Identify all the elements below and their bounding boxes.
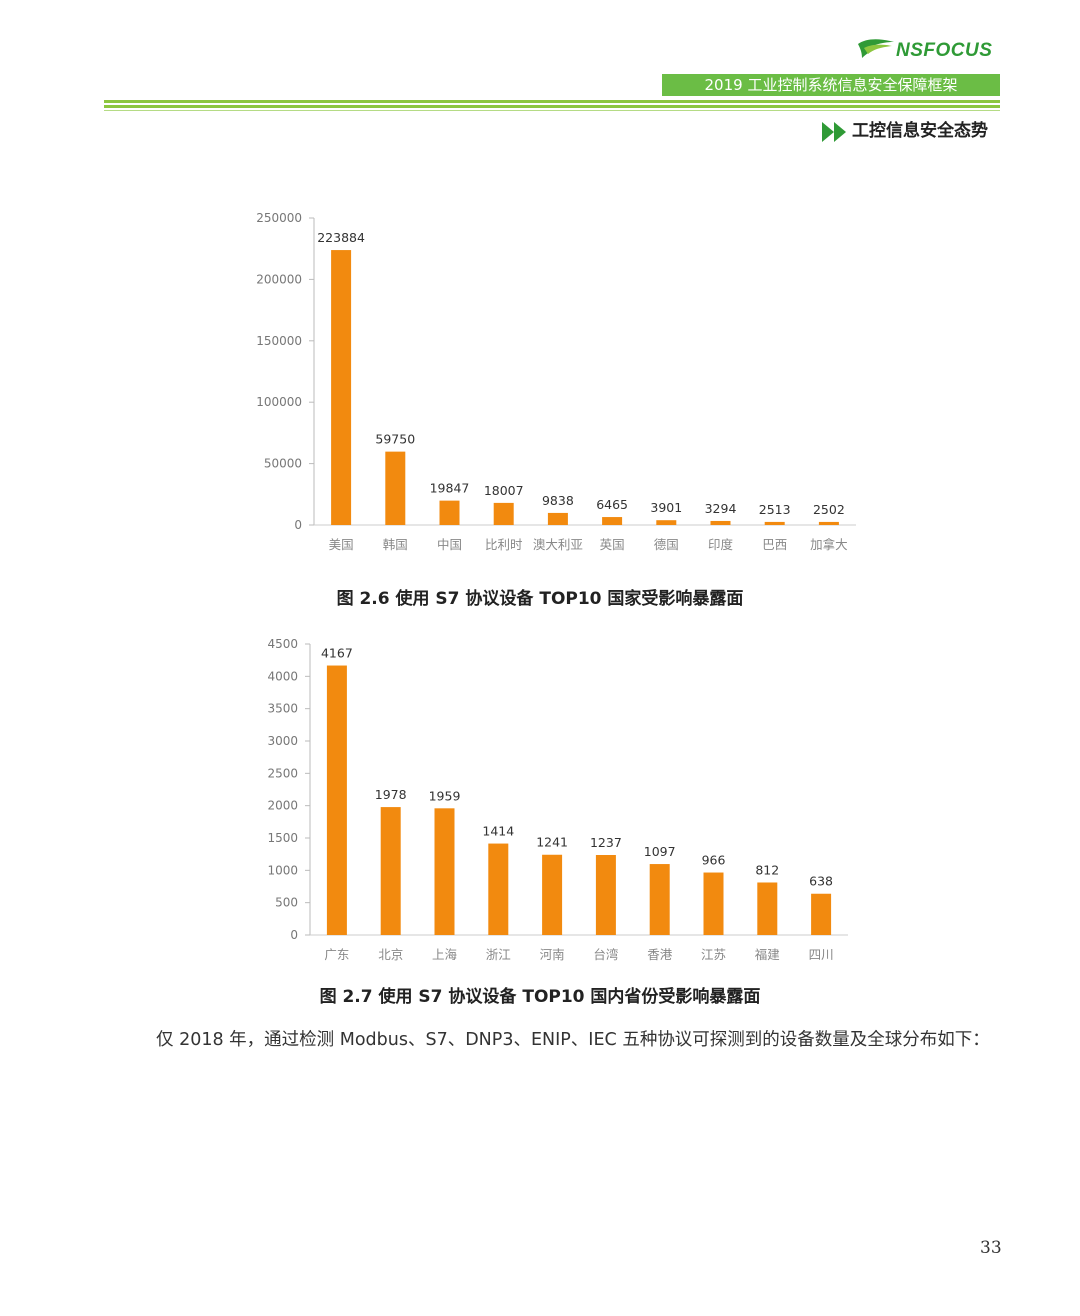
y-tick-label: 3500: [267, 702, 298, 716]
x-tick-label: 上海: [432, 947, 458, 962]
y-tick-label: 100000: [256, 395, 302, 409]
data-label: 9838: [542, 493, 574, 508]
figure-caption: 图 2.6 使用 S7 协议设备 TOP10 国家受影响暴露面: [336, 589, 744, 609]
y-tick-label: 0: [294, 518, 302, 532]
bar: [703, 872, 724, 935]
bar: [547, 512, 568, 525]
body-paragraph: 仅 2018 年，通过检测 Modbus、S7、DNP3、ENIP、IEC 五种…: [156, 1030, 990, 1050]
data-label: 2502: [813, 502, 845, 517]
bar: [542, 854, 563, 935]
data-label: 1414: [482, 824, 514, 839]
data-label: 223884: [317, 230, 365, 245]
bar: [439, 500, 460, 525]
data-label: 59750: [375, 432, 415, 447]
data-label: 3294: [705, 501, 737, 516]
bar: [331, 250, 352, 526]
y-tick-label: 4000: [267, 669, 298, 683]
logo-text: NSFOCUS: [896, 40, 993, 61]
section-title: 工控信息安全态势: [852, 121, 988, 141]
data-label: 18007: [484, 483, 524, 498]
x-tick-label: 福建: [755, 947, 781, 962]
x-tick-label: 加拿大: [810, 537, 848, 552]
header-divider: [104, 100, 1000, 103]
header-divider: [104, 110, 1000, 111]
x-tick-label: 德国: [654, 537, 679, 552]
y-tick-label: 200000: [256, 272, 302, 286]
data-label: 638: [809, 874, 833, 889]
double-chevron-icon: [822, 122, 846, 142]
data-label: 4167: [321, 646, 353, 661]
data-label: 1237: [590, 835, 622, 850]
nsfocus-logo: NSFOCUS: [856, 36, 1002, 66]
y-tick-label: 2500: [267, 766, 298, 780]
bar: [710, 520, 731, 525]
bar: [326, 665, 347, 935]
figure-caption: 图 2.7 使用 S7 协议设备 TOP10 国内省份受影响暴露面: [319, 987, 761, 1007]
data-label: 1241: [536, 835, 568, 850]
x-tick-label: 美国: [329, 537, 354, 552]
data-label: 812: [755, 862, 779, 877]
bar: [380, 807, 401, 935]
bar: [818, 521, 839, 525]
x-tick-label: 台湾: [593, 947, 618, 962]
bar: [656, 520, 677, 525]
bar: [434, 808, 455, 935]
bar: [811, 893, 832, 935]
logo-swoosh-icon: [858, 39, 894, 58]
chart-countries: 0 50000 100000 150000 200000 250000 223884 美国 59…: [256, 211, 856, 552]
y-tick-label: 3000: [267, 734, 298, 748]
page-number: 33: [980, 1238, 1002, 1258]
data-label: 3901: [650, 500, 682, 515]
y-tick-label: 150000: [256, 334, 302, 348]
bar: [385, 451, 406, 525]
x-tick-label: 四川: [809, 947, 834, 962]
y-tick-label: 500: [275, 896, 298, 910]
x-tick-label: 广东: [324, 947, 349, 962]
x-tick-label: 比利时: [485, 537, 523, 552]
y-tick-label: 250000: [256, 211, 302, 225]
y-tick-label: 4500: [267, 637, 298, 651]
x-tick-label: 中国: [437, 537, 462, 552]
bar: [602, 517, 623, 525]
data-label: 1959: [429, 788, 461, 803]
bar: [764, 521, 785, 525]
x-tick-label: 河南: [540, 947, 565, 962]
x-tick-label: 澳大利亚: [533, 537, 583, 552]
y-tick-label: 2000: [267, 799, 298, 813]
data-label: 1097: [644, 844, 676, 859]
x-tick-label: 浙江: [486, 947, 511, 962]
data-label: 1978: [375, 787, 407, 802]
bar: [493, 502, 514, 525]
x-tick-label: 英国: [600, 537, 625, 552]
y-tick-label: 1000: [267, 863, 298, 877]
data-label: 2513: [759, 502, 791, 517]
x-tick-label: 印度: [708, 537, 734, 552]
header-divider: [104, 105, 1000, 108]
bar: [649, 864, 670, 935]
x-tick-label: 香港: [647, 947, 673, 962]
bar: [757, 882, 778, 935]
y-tick-label: 1500: [267, 831, 298, 845]
y-tick-label: 0: [290, 928, 298, 942]
data-label: 966: [702, 853, 726, 868]
data-label: 19847: [430, 481, 470, 496]
chart-provinces: 0 500 1000 1500 2000 2500 3000 3500 4000 4500 4167…: [267, 637, 848, 962]
y-tick-label: 50000: [264, 457, 302, 471]
data-label: 6465: [596, 497, 628, 512]
report-title-bar: 2019 工业控制系统信息安全保障框架: [662, 74, 1000, 96]
x-tick-label: 韩国: [383, 537, 408, 552]
bar: [488, 843, 509, 935]
bar: [595, 855, 616, 935]
x-tick-label: 巴西: [762, 537, 787, 552]
x-tick-label: 江苏: [701, 947, 726, 962]
x-tick-label: 北京: [378, 947, 403, 962]
